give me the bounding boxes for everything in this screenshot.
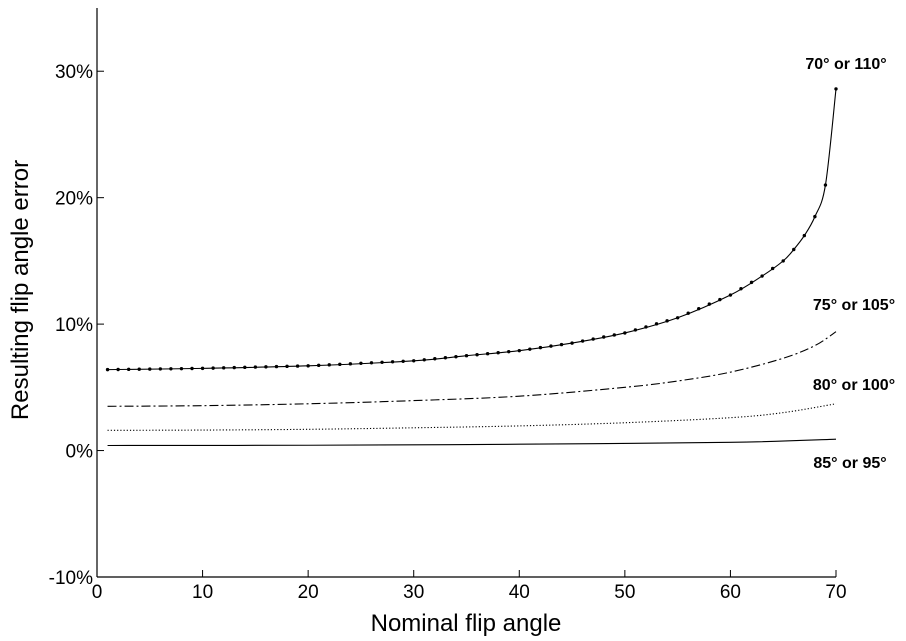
y-tick-label: 20% xyxy=(55,189,93,210)
series-1-point xyxy=(823,183,828,187)
series-1-point xyxy=(253,365,258,369)
series-1-point xyxy=(507,349,511,354)
series-line-1 xyxy=(107,88,837,371)
series-1-point xyxy=(105,367,110,372)
y-tick-label: 10% xyxy=(55,315,93,336)
series-1-point xyxy=(792,247,796,252)
series-1-point xyxy=(317,363,321,368)
series-label-2: 75° or 105° xyxy=(813,297,895,314)
series-1-point xyxy=(285,364,289,369)
series-1-point xyxy=(443,356,448,360)
series-1-point xyxy=(169,367,173,371)
series-1-point xyxy=(496,350,500,355)
x-tick-label: 60 xyxy=(720,582,741,603)
series-1-point xyxy=(644,325,648,329)
series-1-point xyxy=(728,293,733,297)
series-1-point xyxy=(327,363,331,367)
series-1-point xyxy=(243,365,247,370)
series-1-point xyxy=(760,274,764,278)
series-1-point xyxy=(126,367,131,372)
series-1-point xyxy=(338,362,342,367)
series-1-point xyxy=(580,339,585,343)
series-1-point xyxy=(813,214,817,219)
series-1-point xyxy=(665,319,669,323)
x-tick-label: 50 xyxy=(614,582,635,603)
series-1-point xyxy=(770,266,775,271)
series-1-point xyxy=(654,322,659,326)
series-1-point xyxy=(412,359,416,363)
series-1-point xyxy=(211,366,215,370)
series-1-point xyxy=(517,348,521,353)
series-1-point xyxy=(802,233,807,238)
axes xyxy=(96,8,836,578)
series-1-point xyxy=(591,337,595,341)
series-group xyxy=(105,87,838,447)
series-1-point xyxy=(454,355,458,359)
series-1-point xyxy=(623,331,627,335)
series-1-point xyxy=(718,297,722,302)
series-1-point xyxy=(190,366,194,371)
series-1-point xyxy=(675,316,680,320)
series-1-point xyxy=(433,357,437,361)
series-1-point xyxy=(359,361,363,366)
x-tick-label: 10 xyxy=(192,582,213,603)
series-1-point xyxy=(401,359,405,363)
series-1-point xyxy=(612,333,616,337)
y-tick-label: -10% xyxy=(49,568,93,589)
y-axis-label: Resulting flip angle error xyxy=(7,160,34,420)
series-1-point xyxy=(221,366,226,370)
x-tick-label: 40 xyxy=(509,582,530,603)
series-line-3 xyxy=(107,403,837,431)
y-tick-label: 0% xyxy=(66,442,94,463)
series-1-point xyxy=(200,366,205,371)
series-1-point xyxy=(295,364,300,368)
series-1-point xyxy=(485,351,490,356)
y-tick-label: 30% xyxy=(55,62,93,83)
x-axis-label: Nominal flip angle xyxy=(371,610,562,637)
series-1-point xyxy=(602,335,606,339)
series-1-point xyxy=(633,328,638,332)
ticks: 0 10 20 30 40 50 60 70 -10% 0% 10% 20% 30% xyxy=(49,62,847,603)
series-1-point xyxy=(739,287,743,291)
series-1-point xyxy=(570,341,574,345)
series-line-2 xyxy=(107,331,837,407)
series-1-point xyxy=(148,367,152,371)
x-tick-label: 70 xyxy=(825,582,846,603)
series-label-4: 85° or 95° xyxy=(813,455,886,472)
series-1-point xyxy=(232,365,236,370)
series-1-point xyxy=(781,259,785,263)
series-label-1: 70° or 110° xyxy=(805,56,886,73)
series-1-point xyxy=(475,353,479,357)
series-1-point xyxy=(369,361,374,365)
series-1-point xyxy=(528,347,532,351)
series-1-point xyxy=(749,280,754,285)
series-1-point xyxy=(549,344,553,348)
series-1-point xyxy=(179,366,184,371)
series-1-point xyxy=(697,306,701,311)
series-1-point xyxy=(686,311,690,315)
series-1-point xyxy=(348,362,353,366)
series-1-point xyxy=(264,365,268,369)
series-1-point xyxy=(380,360,384,364)
series-1-point xyxy=(274,364,279,369)
series-1-point xyxy=(137,367,141,371)
series-1-point xyxy=(116,367,120,372)
series-label-3: 80° or 100° xyxy=(813,377,895,394)
series-1-point xyxy=(538,345,543,350)
x-tick-label: 0 xyxy=(92,582,103,603)
series-1-point xyxy=(464,354,469,358)
series-labels: 70° or 110° 75° or 105° 80° or 100° 85° or … xyxy=(805,56,895,472)
series-1-point xyxy=(559,342,564,347)
series-1-point xyxy=(306,364,310,368)
x-tick-label: 30 xyxy=(403,582,424,603)
series-line-4 xyxy=(107,438,837,447)
series-1-point xyxy=(158,367,163,371)
series-1-point xyxy=(834,87,838,91)
series-1-point xyxy=(707,302,712,306)
x-tick-label: 20 xyxy=(298,582,319,603)
series-1-point xyxy=(390,360,395,364)
series-1-point xyxy=(422,358,426,362)
